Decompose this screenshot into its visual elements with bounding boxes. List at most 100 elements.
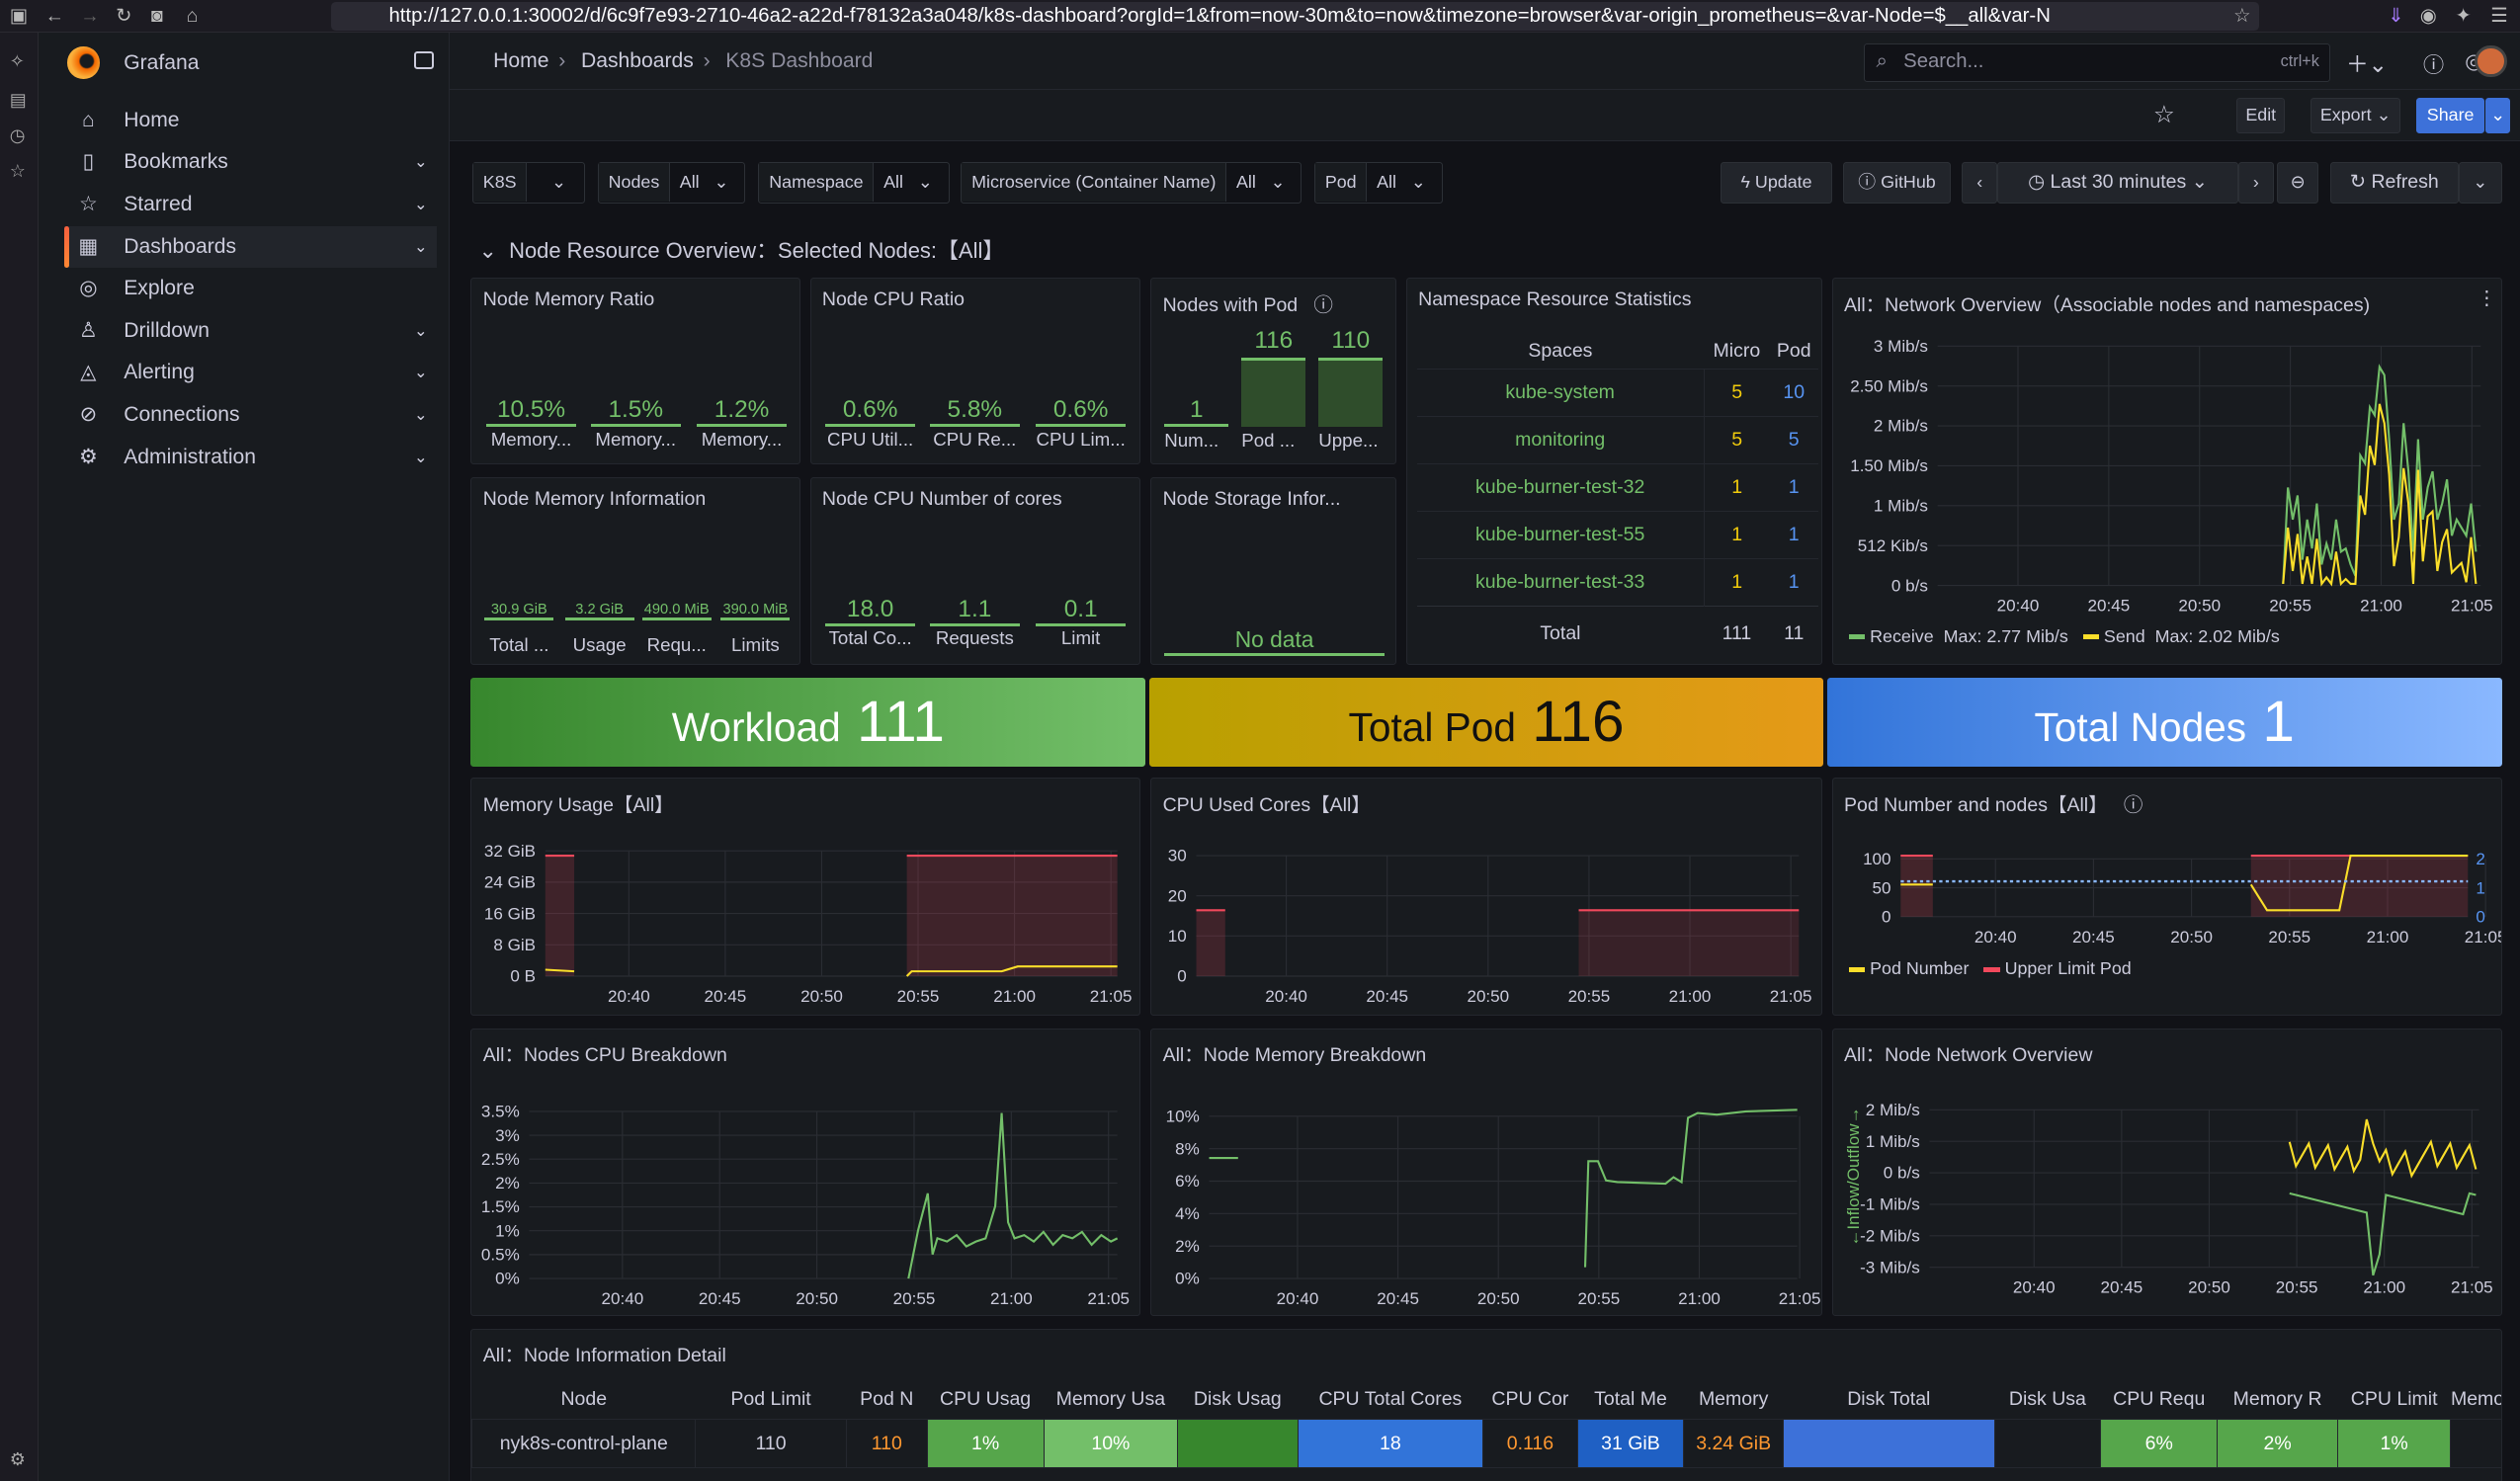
column-header[interactable]: Pod (1776, 339, 1811, 362)
github-button[interactable]: ⓘ GitHub (1843, 162, 1951, 205)
download-icon[interactable]: ⇓ (2388, 4, 2404, 27)
column-header[interactable]: CPU Requ (2113, 1388, 2206, 1411)
panel-node-memory-ratio[interactable]: Node Memory Ratio 10.5% Memory... 1.5% Memo… (470, 278, 800, 464)
column-header[interactable]: CPU Limit (2350, 1388, 2438, 1411)
time-forward-button[interactable]: › (2238, 162, 2274, 205)
legend-receive[interactable]: Receive (1870, 625, 1934, 646)
column-header[interactable]: Memo (2450, 1388, 2502, 1411)
info-icon[interactable]: ⓘ (1313, 294, 1333, 317)
column-header[interactable]: Memory (1698, 1388, 1769, 1411)
sidebar-item-alerting[interactable]: ◬ Alerting ⌄ (64, 352, 437, 393)
column-header[interactable]: Memory R (2232, 1388, 2322, 1411)
zoom-out-icon[interactable]: ⊖ (2277, 162, 2319, 205)
column-header[interactable]: Disk Usa (2008, 1388, 2086, 1411)
workload-stat[interactable]: Workload 111 (470, 678, 1146, 767)
panel-node-cpu-cores[interactable]: Node CPU Number of cores 18.0 Total Co...… (809, 476, 1141, 666)
refresh-button[interactable]: ↻ Refresh (2329, 162, 2459, 205)
panel-node-detail[interactable]: All：Node Information Detail Node Pod Limi… (470, 1328, 2502, 1481)
crumb-home[interactable]: Home (493, 49, 549, 73)
column-header[interactable]: Total Me (1594, 1388, 1667, 1411)
menu-icon[interactable]: ☰ (2490, 4, 2508, 27)
reader-icon[interactable]: ▤ (9, 90, 27, 111)
column-header[interactable]: Pod Limit (730, 1388, 811, 1411)
sidebar-item-connections[interactable]: ⊘ Connections ⌄ (64, 394, 437, 436)
table-row[interactable]: kube-burner-test-32 1 1 (1416, 463, 1818, 512)
panel-node-storage[interactable]: Node Storage Infor... No data (1150, 476, 1396, 666)
add-icon[interactable]: ＋⌄ (2345, 51, 2388, 78)
ai-icon[interactable]: ✧ (9, 51, 25, 72)
row-header[interactable]: ⌄ Node Resource Overview：Selected Nodes:… (479, 234, 1005, 265)
reload-icon[interactable]: ↻ (116, 4, 132, 27)
panel-cpu-breakdown[interactable]: All：Nodes CPU Breakdown 0% 0.5% 1% 1.5% 2% 2.… (470, 1028, 1141, 1316)
panel-pod-number[interactable]: Pod Number and nodes【All】 ⓘ 0 50 100 20:40 2… (1831, 777, 2502, 1016)
info-icon[interactable]: ⓘ (2123, 793, 2143, 816)
refresh-interval-button[interactable]: ⌄ (2458, 162, 2502, 205)
total-nodes-stat[interactable]: Total Nodes 1 (1826, 678, 2502, 767)
sidebar-item-drilldown[interactable]: ♙ Drilldown ⌄ (64, 310, 437, 352)
column-header[interactable]: CPU Total Cores (1318, 1388, 1463, 1411)
legend-upper-limit[interactable]: Upper Limit Pod (2004, 958, 2132, 979)
panel-menu-icon[interactable]: ⋮ (2477, 288, 2497, 310)
time-back-button[interactable]: ‹ (1962, 162, 1998, 205)
panel-cpu-used[interactable]: CPU Used Cores【All】 0 10 20 30 20:40 20:45 20:… (1150, 777, 1822, 1016)
forward-icon[interactable]: → (80, 4, 100, 27)
search-input[interactable]: ⌕ Search... ctrl+k (1864, 42, 2330, 82)
share-dropdown-button[interactable]: ⌄ (2485, 98, 2510, 133)
history-icon[interactable]: ◷ (9, 124, 26, 145)
account-icon[interactable]: ◉ (2419, 4, 2437, 27)
chevron-down-icon[interactable]: ⌄ (413, 364, 428, 382)
panel-nodes-with-pod[interactable]: Nodes with Pod ⓘ 1 116 110 Num... Pod ..… (1150, 278, 1396, 464)
column-header[interactable]: CPU Cor (1491, 1388, 1569, 1411)
panel-node-memory-information[interactable]: Node Memory Information 30.9 GiB Total ..… (470, 476, 800, 666)
column-header[interactable]: Disk Total (1847, 1388, 1931, 1411)
sidebar-item-dashboards[interactable]: ▦ Dashboards ⌄ (64, 225, 438, 268)
chevron-down-icon[interactable]: ⌄ (413, 153, 428, 172)
table-row[interactable]: monitoring 5 5 (1416, 416, 1818, 464)
panel-memory-usage[interactable]: Memory Usage【All】 0 B 8 GiB 16 GiB 24 GiB 32… (470, 777, 1141, 1016)
sidebar-item-administration[interactable]: ⚙ Administration ⌄ (64, 437, 437, 478)
sidebar-item-explore[interactable]: ◎ Explore (64, 268, 437, 309)
chevron-down-icon[interactable]: ⌄ (413, 196, 428, 213)
chevron-down-icon[interactable]: ⌄ (413, 237, 428, 256)
column-header[interactable]: Node (560, 1388, 608, 1411)
chevron-down-icon[interactable]: ⌄ (413, 448, 428, 466)
legend-pod-number[interactable]: Pod Number (1870, 958, 1970, 979)
chevron-down-icon[interactable]: ⌄ (413, 406, 428, 425)
sidebar-item-home[interactable]: ⌂ Home (64, 100, 437, 141)
avatar[interactable] (2475, 44, 2507, 78)
var-namespace[interactable]: Namespace All ⌄ (758, 162, 950, 205)
back-icon[interactable]: ← (44, 4, 65, 27)
table-row[interactable]: kube-burner-test-33 1 1 (1416, 558, 1818, 607)
time-picker[interactable]: ◷ Last 30 minutes ⌄ (1997, 162, 2238, 205)
settings-icon[interactable]: ⚙ (9, 1448, 26, 1469)
favorite-star-icon[interactable]: ☆ (2152, 101, 2175, 128)
column-header[interactable]: Memory Usa (1055, 1388, 1166, 1411)
panel-namespace-stats[interactable]: Namespace Resource Statistics Spaces Micr… (1405, 278, 1822, 666)
screenshot-icon[interactable]: ◙ (150, 4, 163, 27)
crumb-dashboards[interactable]: Dashboards (580, 49, 694, 73)
browser-home-icon[interactable]: ⌂ (186, 4, 199, 27)
grafana-logo-icon[interactable] (67, 46, 100, 79)
edit-button[interactable]: Edit (2236, 98, 2286, 133)
help-icon[interactable]: ⓘ (2422, 53, 2445, 77)
update-button[interactable]: ϟ Update (1721, 162, 1832, 205)
panel-network-breakdown[interactable]: All：Node Network Overview -3 Mib/s -2 Mib… (1831, 1028, 2502, 1316)
chevron-down-icon[interactable]: ⌄ (413, 321, 428, 340)
column-header[interactable]: Pod N (860, 1388, 914, 1411)
column-header[interactable]: Micro (1713, 339, 1761, 362)
var-microservice[interactable]: Microservice (Container Name) All ⌄ (961, 162, 1302, 205)
total-pod-stat[interactable]: Total Pod 116 (1148, 678, 1824, 767)
var-pod[interactable]: Pod All ⌄ (1314, 162, 1444, 205)
panel-network-overview[interactable]: All：Network Overview（Associable nodes an… (1831, 278, 2502, 666)
panel-node-cpu-ratio[interactable]: Node CPU Ratio 0.6% CPU Util... 5.8% CPU Re… (809, 278, 1141, 464)
column-header[interactable]: Disk Usag (1193, 1388, 1282, 1411)
star-bookmark-icon[interactable]: ☆ (9, 160, 26, 181)
var-k8s[interactable]: K8S ⌄ (472, 162, 585, 205)
legend-send[interactable]: Send (2103, 625, 2145, 646)
extensions-icon[interactable]: ✦ (2455, 4, 2472, 27)
column-header[interactable]: Spaces (1528, 339, 1593, 362)
share-button[interactable]: Share (2416, 98, 2484, 133)
export-button[interactable]: Export ⌄ (2310, 98, 2401, 133)
column-header[interactable]: CPU Usag (940, 1388, 1032, 1411)
bookmark-star-icon[interactable]: ☆ (2233, 4, 2251, 27)
